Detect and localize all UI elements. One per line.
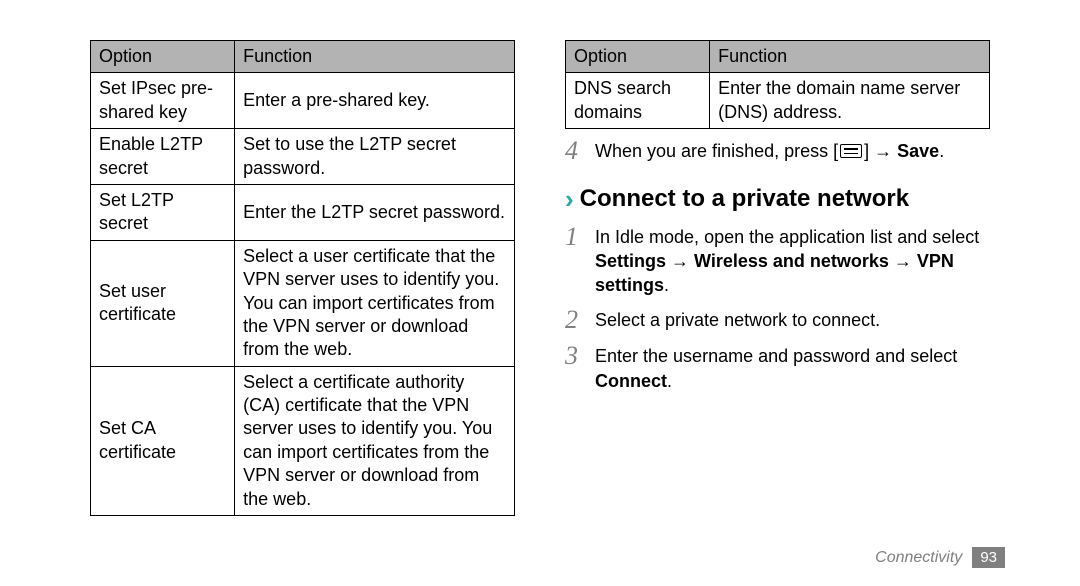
- manual-page: Option Function Set IPsec pre-shared key…: [0, 0, 1080, 586]
- section-heading: › Connect to a private network: [565, 184, 990, 215]
- menu-icon: [840, 144, 862, 158]
- save-label: Save: [897, 141, 939, 161]
- vpn-options-table-left: Option Function Set IPsec pre-shared key…: [90, 40, 515, 516]
- header-function: Function: [710, 41, 990, 73]
- cell-function: Enter the domain name server (DNS) addre…: [710, 73, 990, 129]
- header-function: Function: [235, 41, 515, 73]
- step-text: Enter the username and password and sele…: [595, 346, 957, 366]
- page-footer: Connectivity 93: [875, 547, 1005, 568]
- cell-option: Set CA certificate: [91, 366, 235, 515]
- step-bold: Settings → Wireless and networks → VPN s…: [595, 251, 954, 295]
- cell-option: Set user certificate: [91, 240, 235, 366]
- vpn-options-table-right: Option Function DNS search domains Enter…: [565, 40, 990, 129]
- cell-option: Enable L2TP secret: [91, 129, 235, 185]
- cell-option: Set L2TP secret: [91, 184, 235, 240]
- cell-option: DNS search domains: [566, 73, 710, 129]
- cell-function: Enter a pre-shared key.: [235, 73, 515, 129]
- chevron-icon: ›: [565, 184, 574, 215]
- step-1: 1 In Idle mode, open the application lis…: [565, 223, 990, 298]
- step-3: 3 Enter the username and password and se…: [565, 342, 990, 393]
- step-number: 1: [565, 223, 595, 252]
- table-row: Set L2TP secret Enter the L2TP secret pa…: [91, 184, 515, 240]
- step-number: 2: [565, 306, 595, 335]
- left-column: Option Function Set IPsec pre-shared key…: [75, 40, 540, 576]
- step-body: Enter the username and password and sele…: [595, 342, 990, 393]
- step-4: 4 When you are finished, press [ ] → Save…: [565, 137, 990, 166]
- step-body: In Idle mode, open the application list …: [595, 223, 990, 298]
- cell-function: Select a certificate authority (CA) cert…: [235, 366, 515, 515]
- step-number: 4: [565, 137, 595, 166]
- step-body: Select a private network to connect.: [595, 306, 990, 332]
- step-text-end: .: [939, 141, 944, 161]
- table-row: DNS search domains Enter the domain name…: [566, 73, 990, 129]
- step-body: When you are finished, press [ ] → Save.: [595, 137, 990, 163]
- step-number: 3: [565, 342, 595, 371]
- cell-function: Set to use the L2TP secret password.: [235, 129, 515, 185]
- table-row: Set IPsec pre-shared key Enter a pre-sha…: [91, 73, 515, 129]
- step-end: .: [664, 275, 669, 295]
- section-title: Connect to a private network: [580, 185, 909, 213]
- table-header-row: Option Function: [91, 41, 515, 73]
- step-text-pre: When you are finished, press [: [595, 141, 838, 161]
- cell-option: Set IPsec pre-shared key: [91, 73, 235, 129]
- step-text-post: ] →: [864, 141, 897, 161]
- footer-page-number: 93: [972, 547, 1005, 568]
- header-option: Option: [566, 41, 710, 73]
- header-option: Option: [91, 41, 235, 73]
- step-text: Select a private network to connect.: [595, 310, 880, 330]
- table-row: Set CA certificate Select a certificate …: [91, 366, 515, 515]
- footer-section: Connectivity: [875, 549, 962, 567]
- right-column: Option Function DNS search domains Enter…: [540, 40, 1005, 576]
- cell-function: Enter the L2TP secret password.: [235, 184, 515, 240]
- table-row: Set user certificate Select a user certi…: [91, 240, 515, 366]
- step-end: .: [667, 371, 672, 391]
- step-text: In Idle mode, open the application list …: [595, 227, 979, 247]
- step-bold: Connect: [595, 371, 667, 391]
- cell-function: Select a user certificate that the VPN s…: [235, 240, 515, 366]
- table-header-row: Option Function: [566, 41, 990, 73]
- step-2: 2 Select a private network to connect.: [565, 306, 990, 335]
- table-row: Enable L2TP secret Set to use the L2TP s…: [91, 129, 515, 185]
